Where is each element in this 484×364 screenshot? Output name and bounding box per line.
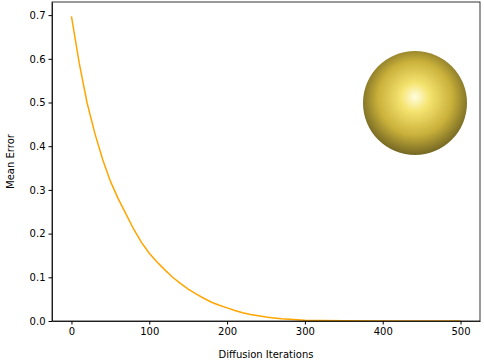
y-tick-label: 0.1 [30,272,46,283]
plot-frame [52,2,480,321]
y-tick: 0.5 [30,97,52,108]
y-tick-mark [49,103,53,104]
y-tick-mark [49,321,53,322]
y-tick-mark [49,59,53,60]
x-tick-label: 500 [451,326,470,337]
x-tick-label: 0 [69,326,75,337]
x-tick-mark [383,321,384,325]
y-tick: 0.0 [30,316,52,327]
y-tick-label: 0.0 [30,316,46,327]
y-tick: 0.3 [30,185,52,196]
x-tick: 300 [296,321,315,337]
y-tick: 0.2 [30,228,52,239]
y-tick-label: 0.7 [30,10,46,21]
y-tick-mark [49,15,53,16]
y-tick: 0.1 [30,272,52,283]
chart: 0 100 200 300 400 500 0.0 0.1 0.2 0.3 0.4 0.5 0.6 0.7… [0,0,484,364]
y-tick-label: 0.2 [30,228,46,239]
y-tick-label: 0.5 [30,97,46,108]
y-tick-label: 0.3 [30,185,46,196]
x-tick: 400 [374,321,393,337]
x-tick: 500 [451,321,470,337]
x-tick-mark [149,321,150,325]
y-tick-label: 0.4 [30,141,46,152]
x-tick: 200 [218,321,237,337]
y-tick-mark [49,190,53,191]
y-tick: 0.6 [30,54,52,65]
y-tick-mark [49,146,53,147]
x-axis-title: Diffusion Iterations [219,349,314,360]
x-tick-label: 300 [296,326,315,337]
plot-area: 0 100 200 300 400 500 0.0 0.1 0.2 0.3 0.4 0.5 0.6 0.7 [30,2,481,337]
x-tick-mark [461,321,462,325]
y-tick: 0.4 [30,141,52,152]
y-axis-title: Mean Error [5,133,16,189]
x-axis: 0 100 200 300 400 500 [53,321,481,337]
y-axis-line [52,3,53,322]
y-tick-mark [49,277,53,278]
x-tick-mark [305,321,306,325]
x-tick-label: 100 [140,326,159,337]
sphere-image [363,51,467,155]
x-tick: 100 [140,321,159,337]
y-tick-label: 0.6 [30,54,46,65]
y-axis: 0.0 0.1 0.2 0.3 0.4 0.5 0.6 0.7 [30,3,53,327]
x-tick-label: 400 [374,326,393,337]
x-axis-line [53,321,481,322]
x-tick-mark [227,321,228,325]
x-tick-label: 200 [218,326,237,337]
y-tick: 0.7 [30,10,52,21]
x-tick: 0 [69,321,75,337]
x-tick-mark [71,321,72,325]
y-tick-mark [49,234,53,235]
